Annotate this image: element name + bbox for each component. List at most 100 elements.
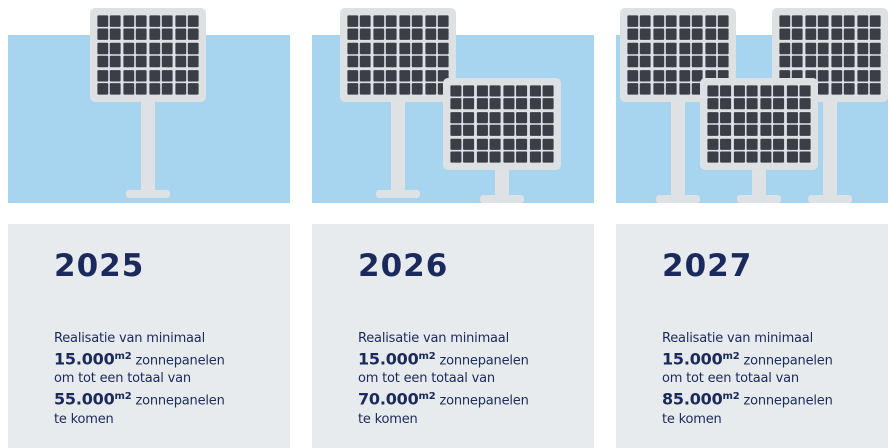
- panel-cell: [665, 28, 677, 40]
- panel-cell: [779, 55, 791, 68]
- panel-cell: [653, 42, 665, 55]
- panel-cell: [760, 112, 772, 124]
- panel-cell: [450, 112, 462, 124]
- panel-cell: [425, 83, 437, 95]
- panel-cell: [135, 42, 147, 55]
- panel-cell: [627, 42, 639, 55]
- panel-cell: [717, 28, 729, 40]
- panel-cell: [817, 15, 829, 27]
- panel-cell: [425, 70, 437, 82]
- panel-cell: [489, 85, 501, 97]
- panel-cell: [786, 112, 798, 124]
- panel-cell: [476, 138, 488, 150]
- panel-cell: [175, 28, 187, 40]
- unit: m2: [418, 391, 436, 403]
- panel-cell: [679, 83, 691, 95]
- panel-cell: [175, 42, 187, 55]
- panel-cell: [843, 15, 855, 27]
- panel-cell: [627, 83, 639, 95]
- panel-cell: [639, 70, 651, 82]
- panel-cell: [97, 15, 109, 27]
- panel-cell: [831, 55, 843, 68]
- year: 2027: [662, 248, 753, 284]
- panel-cell: [529, 151, 541, 163]
- panel-cell: [805, 15, 817, 27]
- panel-cell: [463, 112, 475, 124]
- panel-cell: [450, 98, 462, 110]
- panel-cell: [843, 70, 855, 82]
- panel-cell: [799, 138, 811, 150]
- panel-cell: [707, 112, 719, 124]
- panel-cell: [705, 15, 717, 27]
- panel-cell: [411, 42, 423, 55]
- panel-cell: [109, 83, 121, 95]
- panel-cell: [639, 15, 651, 27]
- text: zonnepanelen: [135, 353, 225, 369]
- panel-cell: [450, 138, 462, 150]
- panel-cell: [503, 112, 515, 124]
- panel-cell: [109, 55, 121, 68]
- panel-cell: [779, 15, 791, 27]
- panel-cell: [799, 98, 811, 110]
- panel-cell: [476, 98, 488, 110]
- panel-cell: [175, 83, 187, 95]
- panel-cell: [799, 112, 811, 124]
- panel-cell: [149, 55, 161, 68]
- panel-cell: [476, 85, 488, 97]
- panel-cell: [516, 98, 528, 110]
- panel-cell: [503, 124, 515, 136]
- text: om tot een totaal van: [662, 371, 799, 387]
- panel-cell: [627, 15, 639, 27]
- panel-cell: [476, 151, 488, 163]
- panel-cell: [489, 151, 501, 163]
- panel-cell: [791, 42, 803, 55]
- panel-cell: [123, 28, 135, 40]
- panel-cell: [161, 55, 173, 68]
- panel-cell: [149, 28, 161, 40]
- panel-cell: [373, 55, 385, 68]
- panel-cell: [373, 15, 385, 27]
- panel-cell: [489, 124, 501, 136]
- panel-cell: [707, 151, 719, 163]
- panel-cell: [733, 98, 745, 110]
- pole: [671, 98, 685, 195]
- panel-cell: [347, 28, 359, 40]
- panel-cell: [733, 124, 745, 136]
- panel-cell: [843, 42, 855, 55]
- panel-cell: [161, 70, 173, 82]
- panel-cell: [109, 28, 121, 40]
- panel-cell: [831, 70, 843, 82]
- text-line: Realisatie van minimaal: [358, 330, 594, 348]
- panel-cell: [653, 70, 665, 82]
- panel-cell: [679, 70, 691, 82]
- panel-cell: [97, 28, 109, 40]
- panel-cell: [359, 83, 371, 95]
- panel-cell: [437, 42, 449, 55]
- panel-cell: [707, 85, 719, 97]
- panel-cell: [665, 15, 677, 27]
- panel-cell: [773, 138, 785, 150]
- panel-cell: [135, 28, 147, 40]
- panel-cell: [516, 85, 528, 97]
- panel-cell: [542, 138, 554, 150]
- panel-cell: [817, 42, 829, 55]
- panel-cell: [161, 15, 173, 27]
- panel-cell: [503, 138, 515, 150]
- panel-cell: [135, 70, 147, 82]
- panel-cell: [529, 138, 541, 150]
- panel-cell: [187, 42, 199, 55]
- description: Realisatie van minimaal 15.000m2 zonnepan…: [54, 330, 290, 429]
- panel-cell: [97, 42, 109, 55]
- card: 2026 Realisatie van minimaal 15.000m2 zonn…: [312, 224, 594, 448]
- text: Realisatie van minimaal: [54, 331, 205, 346]
- panel-cell: [425, 28, 437, 40]
- panel-cell: [791, 15, 803, 27]
- panel-cell: [665, 42, 677, 55]
- panel-cell: [691, 70, 703, 82]
- amount: 85.000: [662, 389, 723, 409]
- panel-cell: [399, 70, 411, 82]
- panel-cell: [733, 112, 745, 124]
- panel-cell: [746, 112, 758, 124]
- panel-cell: [542, 98, 554, 110]
- panel-cell: [773, 85, 785, 97]
